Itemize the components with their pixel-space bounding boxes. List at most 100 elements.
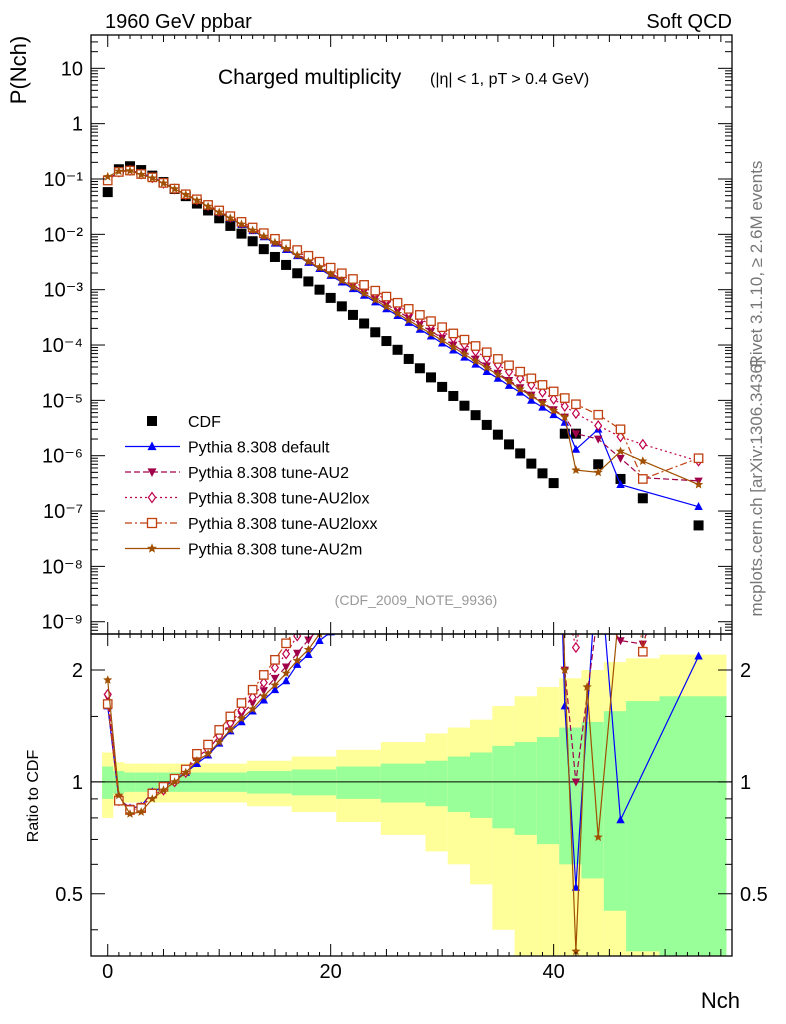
ratio-y-tick-label: 0.5 — [55, 884, 83, 906]
ratio-point — [616, 815, 625, 824]
ratio-point — [181, 767, 191, 777]
data-point — [281, 259, 292, 270]
ratio-point — [102, 699, 113, 709]
data-point — [370, 295, 380, 304]
ratio-line — [107, 634, 647, 811]
ratio-point — [259, 695, 268, 704]
ratio-point — [281, 663, 291, 672]
band-inner — [492, 745, 515, 829]
ratio-point — [594, 542, 602, 550]
ratio-point — [382, 479, 390, 487]
data-point — [225, 213, 235, 223]
data-point — [615, 424, 626, 435]
ratio-point — [393, 534, 402, 543]
ratio-y-tick-label-right: 2 — [740, 660, 751, 682]
ratio-point — [371, 550, 379, 558]
data-point — [270, 237, 280, 247]
ratio-point — [338, 615, 346, 623]
data-point — [559, 428, 570, 439]
legend-marker — [147, 491, 157, 504]
data-point — [526, 373, 537, 384]
ratio-point — [549, 318, 557, 326]
ratio-point — [405, 441, 413, 449]
ratio-point — [236, 698, 247, 708]
ratio-point — [382, 533, 390, 541]
ratio-point — [393, 550, 401, 558]
ratio-point — [114, 790, 124, 800]
data-point — [571, 430, 581, 439]
ratio-point — [571, 946, 581, 956]
ratio-y-tick-label: 1 — [72, 772, 83, 794]
ratio-point — [538, 304, 547, 313]
data-point — [359, 318, 370, 329]
y-tick-label: 10⁻⁷ — [43, 501, 83, 523]
data-point — [526, 458, 537, 469]
data-point — [248, 225, 258, 235]
data-point — [381, 291, 392, 302]
legend: CDF Pythia 8.308 default Pythia 8.308 tune… — [125, 414, 377, 559]
ratio-point — [303, 644, 313, 654]
data-point — [694, 502, 703, 511]
ratio-point — [281, 668, 291, 678]
ratio-point — [203, 749, 213, 758]
data-point — [504, 376, 514, 386]
ratio-point — [270, 674, 280, 683]
data-point — [594, 435, 603, 444]
ratio-point — [438, 483, 446, 491]
ratio-point — [248, 699, 257, 708]
ratio-point — [571, 641, 581, 654]
ratio-point — [616, 589, 625, 598]
ratio-point — [460, 432, 469, 441]
data-point — [426, 328, 436, 338]
ratio-point — [560, 701, 569, 710]
data-point — [392, 344, 403, 355]
ratio-point — [147, 794, 157, 803]
data-point — [203, 201, 213, 211]
ratio-point — [247, 684, 258, 695]
data-point — [347, 309, 358, 320]
ratio-point — [327, 588, 334, 597]
ratio-point — [539, 233, 546, 242]
data-point — [593, 459, 604, 470]
data-point — [527, 395, 536, 404]
data-point — [170, 184, 180, 193]
data-point — [359, 280, 369, 290]
data-point — [615, 446, 626, 456]
data-point — [638, 438, 647, 451]
ratio-point — [527, 323, 536, 332]
data-point — [393, 308, 403, 318]
ratio-point — [561, 539, 569, 547]
ratio-point — [192, 758, 202, 767]
data-point — [136, 169, 146, 179]
ratio-point — [259, 687, 268, 696]
ratio-point — [382, 547, 391, 556]
ratio-uncertainty-bands — [91, 654, 732, 956]
data-point — [359, 288, 369, 298]
legend-label: Pythia 8.308 tune-AU2lox — [188, 491, 369, 508]
data-point — [336, 301, 347, 312]
ratio-point — [338, 571, 345, 580]
ratio-line — [107, 634, 700, 888]
ratio-point — [225, 725, 235, 734]
series-line — [107, 169, 699, 480]
data-point — [247, 236, 258, 247]
ratio-point — [304, 605, 312, 613]
main-series-layer — [102, 161, 704, 531]
ratio-point — [371, 561, 380, 570]
data-point — [571, 399, 581, 410]
ratio-point — [326, 611, 334, 619]
ratio-point — [506, 289, 513, 298]
data-point — [492, 429, 503, 440]
data-point — [615, 473, 626, 484]
y-tick-label: 10⁻⁴ — [42, 335, 83, 357]
ratio-point — [293, 649, 302, 658]
band-inner — [102, 766, 114, 799]
ratio-point — [439, 404, 446, 413]
ratio-point — [538, 334, 546, 342]
ratio-point — [594, 607, 602, 615]
ratio-point — [203, 739, 213, 750]
ratio-point — [305, 617, 312, 626]
ratio-point — [449, 450, 458, 459]
ratio-point — [538, 184, 546, 192]
ratio-point — [326, 575, 334, 583]
